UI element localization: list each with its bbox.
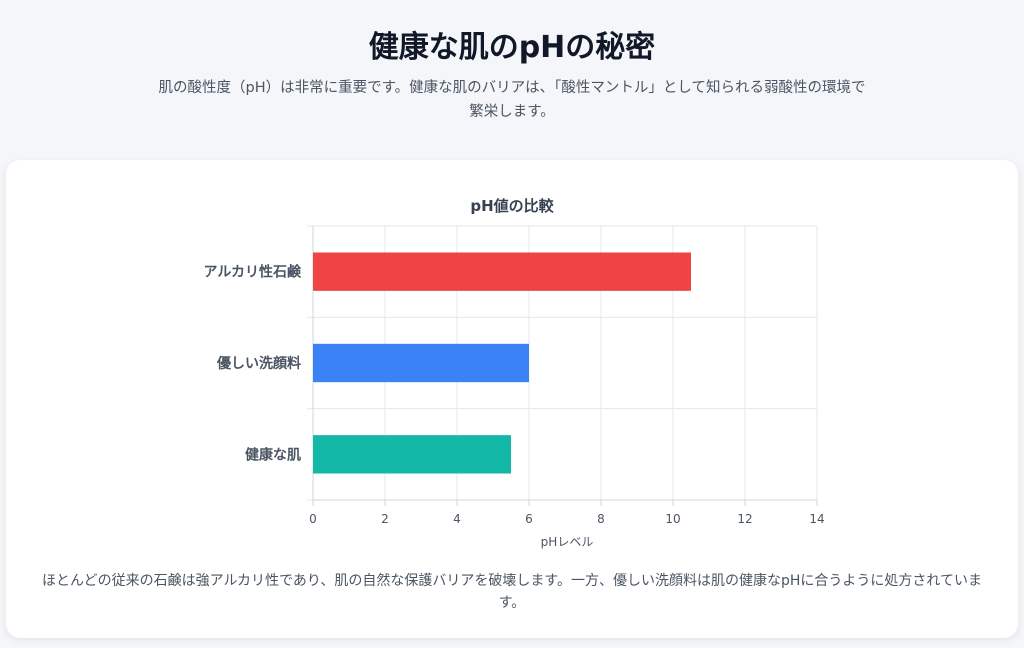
x-axis-label: pHレベル: [541, 535, 594, 549]
category-label: 優しい洗顔料: [216, 355, 301, 372]
bar: [313, 252, 691, 291]
bar: [313, 343, 529, 383]
x-tick-label: 2: [381, 512, 389, 526]
x-tick-label: 12: [737, 512, 752, 526]
chart-card: pH値の比較 アルカリ性石鹸優しい洗顔料健康な肌 0 2 4 6 8 10 12 14 pHレ…: [6, 160, 1018, 638]
category-label: 健康な肌: [245, 446, 301, 463]
x-tick-label: 4: [453, 512, 461, 526]
footnote-text: ほとんどの従来の石鹸は強アルカリ性であり、肌の自然な保護バリアを破壊します。一方…: [42, 573, 982, 611]
x-tick-label: 14: [809, 512, 824, 526]
x-tick-label: 10: [665, 512, 680, 526]
x-tick-label: 6: [525, 512, 533, 526]
page-title: 健康な肌のpHの秘密: [368, 30, 656, 65]
bar: [313, 435, 511, 474]
intro-text: 肌の酸性度（pH）は非常に重要です。健康な肌のバリアは、「酸性マントル」として知…: [158, 80, 866, 120]
x-tick-labels: 0 2 4 6 8 10 12 14: [309, 512, 824, 526]
bars: [313, 252, 691, 474]
x-tick-label: 8: [597, 512, 605, 526]
x-tick-label: 0: [309, 512, 317, 526]
chart-title: pH値の比較: [470, 197, 554, 215]
category-label: アルカリ性石鹸: [204, 264, 302, 281]
